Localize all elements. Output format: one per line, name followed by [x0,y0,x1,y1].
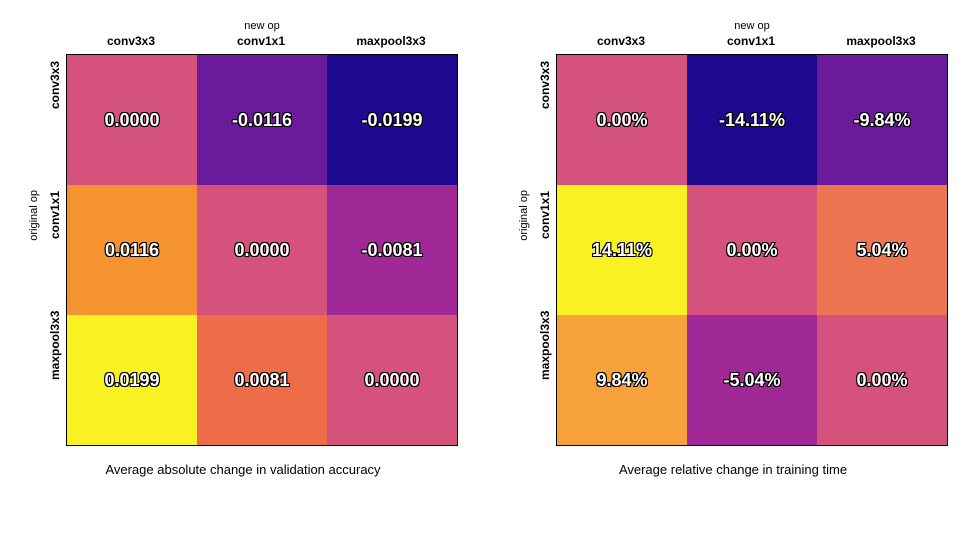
cell-value: -0.0081 [361,240,422,261]
heatmap-grid: 0.0000 -0.0116 -0.0199 0.0116 0.0000 -0.… [66,54,458,446]
heatmap-cell: 0.00% [687,185,817,315]
cell-value: 0.00% [856,370,907,391]
x-axis-right: conv3x3 conv1x1 maxpool3x3 [556,34,948,54]
heatmap-right: original op conv3x3 conv1x1 maxpool3x3 n… [518,20,948,477]
heatmap-cell: -5.04% [687,315,817,445]
heatmap-cell: 9.84% [557,315,687,445]
x-axis-title: new op [556,20,948,32]
heatmap-left: original op conv3x3 conv1x1 maxpool3x3 n… [28,20,458,477]
y-label: conv3x3 [44,20,66,150]
cell-value: 0.0000 [104,110,159,131]
x-axis-title: new op [66,20,458,32]
cell-value: -9.84% [853,110,910,131]
heatmap-cell: -0.0199 [327,55,457,185]
y-label: maxpool3x3 [534,280,556,410]
heatmap-cell: 0.0116 [67,185,197,315]
heatmap-grid: 0.00% -14.11% -9.84% 14.11% 0.00% 5.04% … [556,54,948,446]
heatmap-cell: -14.11% [687,55,817,185]
cell-value: 0.00% [596,110,647,131]
heatmap-cell: -0.0081 [327,185,457,315]
y-axis-title: original op [518,190,530,241]
y-label: conv1x1 [534,150,556,280]
heatmap-container: original op conv3x3 conv1x1 maxpool3x3 n… [30,20,946,477]
y-axis-title: original op [28,190,40,241]
y-label: maxpool3x3 [44,280,66,410]
heatmap-caption: Average relative change in training time [619,462,847,477]
y-label: conv3x3 [534,20,556,150]
heatmap-cell: -0.0116 [197,55,327,185]
heatmap-cell: 14.11% [557,185,687,315]
cell-value: -0.0116 [232,110,292,131]
x-label: maxpool3x3 [816,34,946,54]
x-label: conv3x3 [66,34,196,54]
heatmap-cell: 0.0199 [67,315,197,445]
heatmap-cell: -9.84% [817,55,947,185]
heatmap-cell: 0.0000 [197,185,327,315]
heatmap-cell: 0.0000 [327,315,457,445]
cell-value: 0.00% [726,240,777,261]
heatmap-cell: 0.0000 [67,55,197,185]
heatmap-cell: 0.00% [817,315,947,445]
cell-value: 0.0000 [234,240,289,261]
cell-value: 0.0199 [104,370,159,391]
cell-value: 0.0000 [364,370,419,391]
y-label: conv1x1 [44,150,66,280]
cell-value: 0.0116 [105,240,159,261]
x-axis-left: conv3x3 conv1x1 maxpool3x3 [66,34,458,54]
x-label: conv3x3 [556,34,686,54]
cell-value: 14.11% [592,240,652,261]
cell-value: 0.0081 [234,370,289,391]
heatmap-cell: 0.00% [557,55,687,185]
y-axis-right: original op conv3x3 conv1x1 maxpool3x3 [518,20,556,410]
x-label: maxpool3x3 [326,34,456,54]
heatmap-caption: Average absolute change in validation ac… [105,462,380,477]
heatmap-cell: 0.0081 [197,315,327,445]
cell-value: 5.04% [856,240,907,261]
cell-value: -14.11% [719,110,785,131]
cell-value: -0.0199 [361,110,422,131]
cell-value: 9.84% [596,370,647,391]
cell-value: -5.04% [723,370,780,391]
heatmap-cell: 5.04% [817,185,947,315]
y-axis-left: original op conv3x3 conv1x1 maxpool3x3 [28,20,66,410]
x-label: conv1x1 [686,34,816,54]
x-label: conv1x1 [196,34,326,54]
